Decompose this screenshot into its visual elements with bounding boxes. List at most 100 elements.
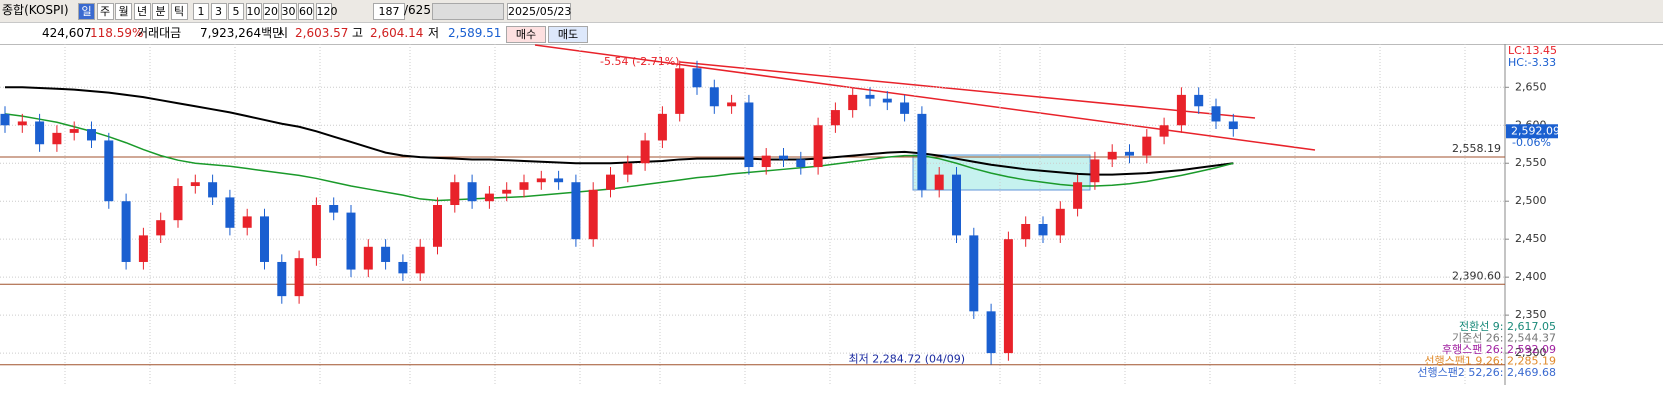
candle-body	[1090, 159, 1100, 183]
candle-body	[1211, 106, 1221, 122]
toolbar-button[interactable]: 분	[152, 3, 169, 20]
candle-body	[1038, 223, 1048, 236]
candle-body	[554, 178, 564, 183]
candle-body	[761, 155, 771, 168]
candle-body	[865, 94, 875, 99]
candle-body	[121, 201, 131, 262]
candle-body	[986, 311, 996, 354]
candle-body	[104, 140, 114, 202]
candle-body	[1125, 151, 1134, 156]
hc-label: HC:-3.33	[1508, 56, 1556, 69]
info-bar: 424,607 118.59% 거래대금 7,923,264백만 시 2,603…	[0, 23, 1663, 45]
candle-body	[17, 121, 27, 126]
candle-body	[381, 246, 391, 262]
symbol[interactable]: 종합(KOSPI)	[2, 3, 69, 17]
candle-body	[692, 68, 702, 88]
y-tick-label: 2,400	[1515, 270, 1547, 283]
toolbar-button[interactable]: 일	[78, 3, 95, 20]
candle-body	[813, 125, 823, 168]
annotation: -5.54 (-2.71%)	[600, 55, 679, 68]
candle-body	[606, 174, 615, 190]
amount-label: 거래대금	[137, 26, 182, 40]
candle-body	[1228, 121, 1238, 130]
candle-body	[260, 216, 269, 262]
candle-body	[1176, 94, 1186, 126]
candle-body	[969, 235, 979, 312]
candle-body	[173, 186, 183, 221]
toolbar-button[interactable]: 주	[96, 3, 114, 20]
candle-body	[882, 98, 892, 103]
candle-body	[952, 174, 961, 236]
y-tick-label: 2,650	[1515, 80, 1547, 93]
total: /625	[404, 3, 431, 17]
candle-body	[1194, 94, 1204, 107]
volume: 424,607	[42, 26, 92, 40]
low-label: 최저 2,284.72 (04/09)	[848, 353, 965, 366]
candle-body	[69, 129, 79, 133]
candle-body	[796, 159, 806, 168]
toolbar-button[interactable]: 120	[315, 3, 338, 20]
candle-body	[830, 110, 840, 126]
ma-line	[5, 86, 1234, 176]
candle-body	[294, 258, 304, 297]
candle-body	[0, 113, 10, 126]
change-pct: -0.06%	[1512, 136, 1551, 149]
amount: 7,923,264백만	[200, 26, 284, 40]
candle-body	[225, 197, 235, 228]
candle-body	[363, 246, 373, 270]
candle-body	[1073, 182, 1083, 209]
legend-entry: 선행스팬1 9,26: 2,285.19	[1424, 355, 1556, 368]
toolbar-button[interactable]: 틱	[170, 3, 188, 20]
candle-body	[35, 121, 45, 145]
candle-body	[87, 129, 96, 141]
candle-body	[727, 102, 737, 107]
lc-label: LC:13.45	[1508, 44, 1557, 57]
chart: -5.54 (-2.71%) LC:13.45 HC:-3.33 -0.06% …	[0, 44, 1560, 385]
candle-body	[779, 155, 788, 160]
y-tick-label: 2,300	[1515, 346, 1547, 359]
toolbar-button[interactable]: 20	[263, 3, 279, 20]
candle-body	[311, 205, 321, 259]
last-price-box	[1506, 124, 1558, 139]
candle-body	[640, 140, 650, 164]
toolbar-button[interactable]: 60	[298, 3, 314, 20]
candle-body	[1003, 239, 1013, 354]
candle-body	[1021, 223, 1031, 240]
toolbar-button[interactable]: 1	[193, 3, 209, 20]
toolbar-button[interactable]: 년	[133, 3, 151, 20]
count[interactable]: 187	[373, 3, 405, 20]
buy-button[interactable]: 매수	[506, 26, 546, 43]
candle-body	[208, 182, 218, 198]
legend-entry: 선행스팬2 52,26: 2,469.68	[1417, 366, 1556, 379]
trend-line	[534, 44, 1316, 151]
toolbar-button[interactable]: 30	[280, 3, 297, 20]
toolbar-button[interactable]: 월	[115, 3, 132, 20]
toolbar-button[interactable]: 3	[210, 3, 227, 20]
candle-body	[450, 182, 460, 206]
candle-body	[415, 246, 425, 274]
candle-body	[675, 68, 685, 114]
candle-body	[744, 102, 754, 168]
tool-icons[interactable]	[432, 3, 504, 20]
candle-body	[467, 182, 477, 202]
candle-body	[536, 178, 546, 183]
candle-body	[709, 87, 719, 107]
ma-line	[4, 113, 1234, 202]
y-tick-label: 2,550	[1515, 156, 1547, 169]
open-label: 시	[277, 26, 289, 40]
candle-body	[346, 212, 356, 270]
candle-body	[848, 94, 858, 111]
candle-body	[623, 163, 633, 175]
candle-body	[588, 189, 598, 240]
date[interactable]: 2025/05/23	[507, 3, 572, 20]
y-tick-label: 2,350	[1515, 308, 1547, 321]
sell-button[interactable]: 매도	[548, 26, 588, 43]
legend-entry: 전환선 9: 2,617.05	[1459, 320, 1556, 333]
legend-entry: 기준선 26: 2,544.37	[1452, 332, 1556, 345]
y-tick-label: 2,450	[1515, 232, 1547, 245]
candle-body	[277, 261, 287, 297]
toolbar-button[interactable]: 10	[245, 3, 262, 20]
toolbar-button[interactable]: 5	[228, 3, 244, 20]
candle-body	[657, 113, 667, 141]
candle-body	[52, 132, 62, 145]
